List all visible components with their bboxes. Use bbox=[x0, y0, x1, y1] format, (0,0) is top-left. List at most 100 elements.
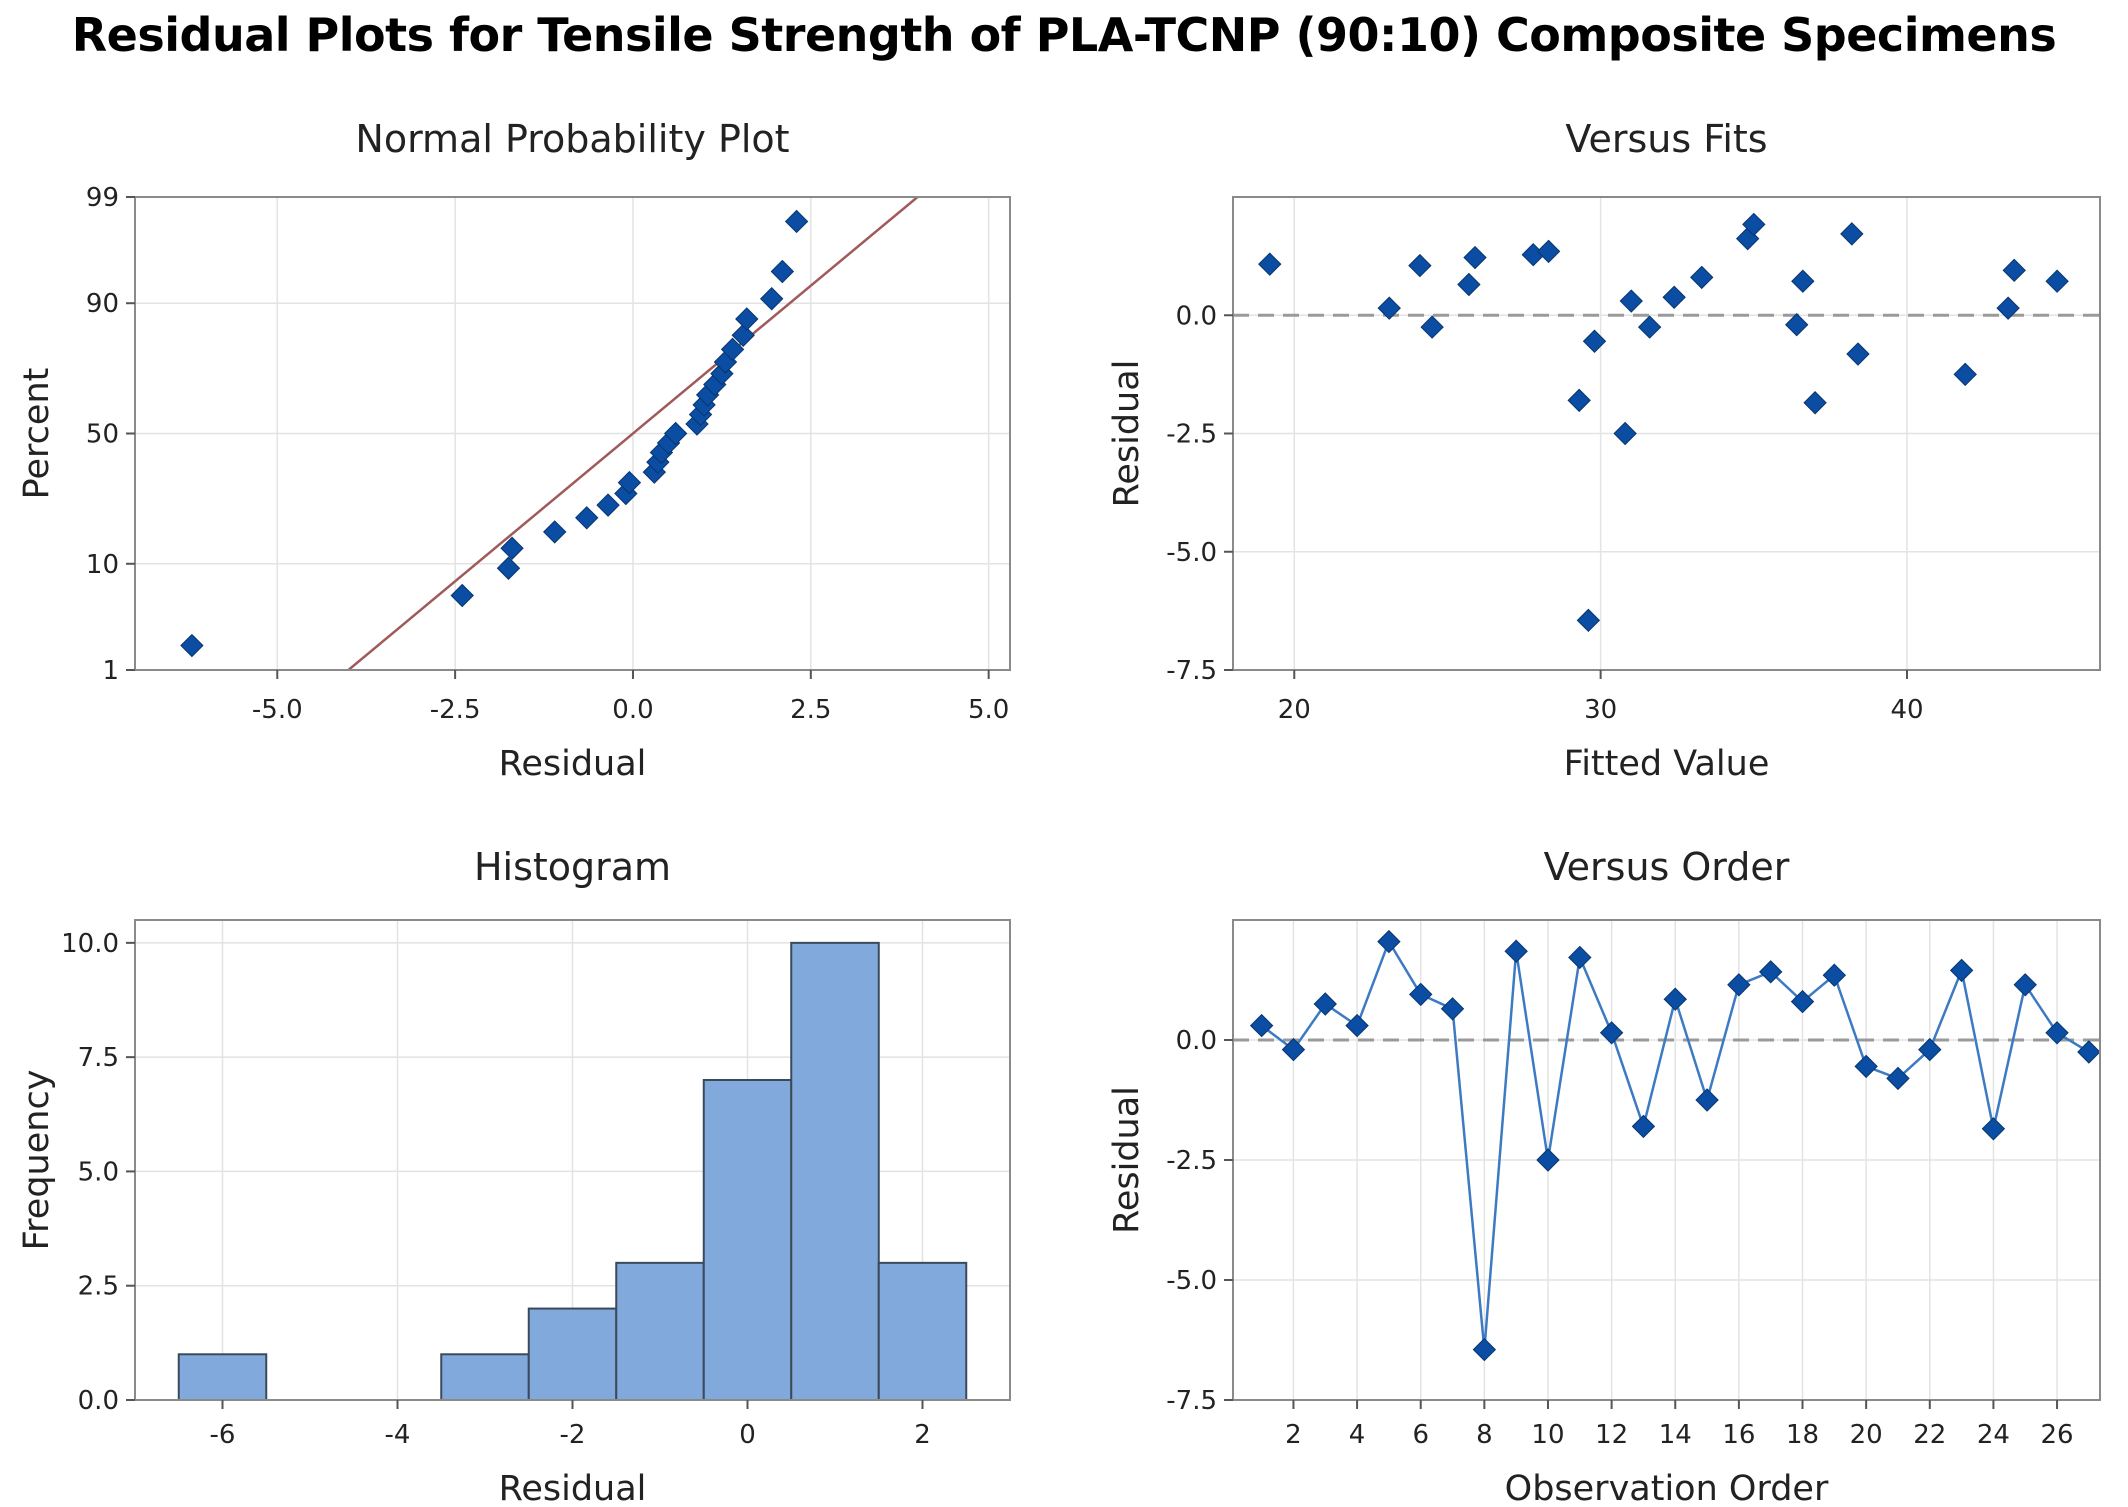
x-tick-label: 30 bbox=[1584, 695, 1617, 725]
data-point bbox=[1536, 1148, 1560, 1172]
x-tick-label: 4 bbox=[1349, 1420, 1366, 1450]
y-tick-label: -7.5 bbox=[1166, 656, 1217, 686]
data-point bbox=[663, 421, 688, 446]
data-point bbox=[1790, 989, 1815, 1014]
x-tick-label: -2 bbox=[560, 1420, 586, 1450]
histogram-bar bbox=[440, 1353, 530, 1402]
data-point bbox=[1662, 285, 1686, 309]
data-point bbox=[1258, 252, 1282, 276]
data-point bbox=[1249, 1013, 1274, 1038]
data-point bbox=[1918, 1037, 1942, 1062]
x-tick-label: 8 bbox=[1476, 1420, 1493, 1450]
y-tick-label: 10.0 bbox=[61, 929, 119, 959]
panel-histogram: -6 -4 -2 0 2 0.0 2.5 5.0 7.5 10.0 Histogram Residua… bbox=[17, 845, 1011, 1507]
data-point bbox=[1281, 1037, 1306, 1062]
data-point bbox=[759, 287, 784, 311]
y-tick-label: -2.5 bbox=[1166, 1146, 1217, 1176]
data-point bbox=[617, 470, 642, 495]
data-point bbox=[1803, 391, 1827, 415]
x-tick-label: 24 bbox=[1977, 1420, 2010, 1450]
data-point bbox=[1631, 1114, 1656, 1139]
y-tick-label: 90 bbox=[86, 289, 119, 319]
data-point bbox=[1313, 992, 1337, 1016]
data-point bbox=[1619, 289, 1643, 313]
histogram-bar bbox=[702, 1079, 793, 1401]
x-tick-label: 6 bbox=[1412, 1420, 1429, 1450]
data-point bbox=[1613, 421, 1637, 446]
panel-title: Histogram bbox=[474, 845, 671, 889]
y-tick-label: 0.0 bbox=[1176, 1026, 1217, 1056]
x-tick-label: -4 bbox=[385, 1420, 411, 1450]
data-point bbox=[731, 323, 755, 347]
histogram-bar bbox=[527, 1307, 618, 1401]
figure-title: Residual Plots for Tensile Strength of P… bbox=[71, 8, 2057, 62]
x-tick-label: 14 bbox=[1659, 1420, 1692, 1450]
y-tick-label: 10 bbox=[86, 550, 119, 580]
data-point bbox=[1408, 253, 1432, 278]
data-point bbox=[1457, 272, 1481, 297]
x-axis-label: Fitted Value bbox=[1564, 744, 1770, 784]
x-tick-label: -2.5 bbox=[430, 695, 481, 725]
panel-fits: 20 30 40 -7.5 -5.0 -2.5 0.0 Versus Fits Fitted V… bbox=[1107, 117, 2101, 784]
data-point bbox=[1840, 222, 1864, 246]
panel-title: Normal Probability Plot bbox=[355, 117, 789, 161]
data-point bbox=[1953, 362, 1977, 387]
x-tick-label: 2 bbox=[914, 1420, 931, 1450]
data-point bbox=[500, 536, 524, 560]
data-point bbox=[1886, 1066, 1910, 1091]
data-point bbox=[1440, 997, 1465, 1021]
histogram-bar bbox=[177, 1353, 268, 1402]
data-point bbox=[575, 506, 599, 530]
data-point bbox=[1420, 315, 1444, 339]
histogram-bar bbox=[615, 1261, 705, 1402]
x-tick-label: 26 bbox=[2041, 1420, 2074, 1450]
data-point bbox=[596, 493, 620, 517]
data-point bbox=[1690, 265, 1714, 290]
data-point bbox=[1791, 269, 1815, 293]
data-point bbox=[1472, 1337, 1497, 1362]
data-point bbox=[1996, 296, 2020, 320]
data-point bbox=[1846, 342, 1870, 366]
y-tick-label: 0.0 bbox=[1176, 301, 1217, 331]
x-tick-label: 0.0 bbox=[612, 695, 653, 725]
y-tick-label: 0.0 bbox=[78, 1386, 119, 1416]
data-point bbox=[2002, 258, 2026, 283]
histogram-bar bbox=[877, 1261, 968, 1402]
x-tick-label: 0 bbox=[739, 1420, 756, 1450]
y-axis-label: Residual bbox=[1107, 360, 1147, 508]
y-axis-label: Residual bbox=[1107, 1086, 1147, 1234]
data-point bbox=[1345, 1013, 1369, 1038]
histogram-bar bbox=[790, 941, 880, 1401]
x-tick-label: 18 bbox=[1786, 1420, 1819, 1450]
x-axis-label: Observation Order bbox=[1505, 1469, 1829, 1507]
data-point bbox=[2045, 269, 2069, 293]
panel-order: 2 4 6 8 10 12 14 16 18 20 22 24 26-7.5-5.0-2.50.0Ver… bbox=[1107, 845, 2101, 1507]
data-point bbox=[496, 556, 521, 580]
data-point bbox=[1949, 958, 1974, 983]
data-point bbox=[543, 520, 567, 544]
x-axis-label: Residual bbox=[499, 744, 647, 784]
y-tick-label: 50 bbox=[86, 420, 119, 450]
x-axis-label: Residual bbox=[499, 1469, 647, 1507]
y-axis-label: Frequency bbox=[17, 1070, 57, 1251]
data-point bbox=[1599, 1021, 1624, 1045]
data-point bbox=[1727, 973, 1751, 997]
normal-fit-line bbox=[347, 197, 919, 670]
x-tick-label: 12 bbox=[1595, 1420, 1628, 1450]
data-point bbox=[1567, 388, 1591, 413]
data-point bbox=[770, 259, 795, 284]
data-point bbox=[450, 583, 474, 608]
data-point bbox=[1663, 987, 1687, 1011]
x-tick-label: 2.5 bbox=[790, 695, 831, 725]
x-tick-label: 20 bbox=[1850, 1420, 1883, 1450]
data-point bbox=[1582, 329, 1607, 353]
data-point bbox=[720, 337, 745, 362]
data-point bbox=[2045, 1021, 2069, 1045]
data-point bbox=[1568, 945, 1592, 970]
y-tick-label: -5.0 bbox=[1166, 1266, 1217, 1296]
y-axis-label: Percent bbox=[17, 368, 57, 500]
data-point bbox=[180, 633, 204, 658]
data-point bbox=[1784, 313, 1809, 337]
data-point bbox=[2013, 973, 2037, 997]
x-tick-label: 22 bbox=[1913, 1420, 1946, 1450]
